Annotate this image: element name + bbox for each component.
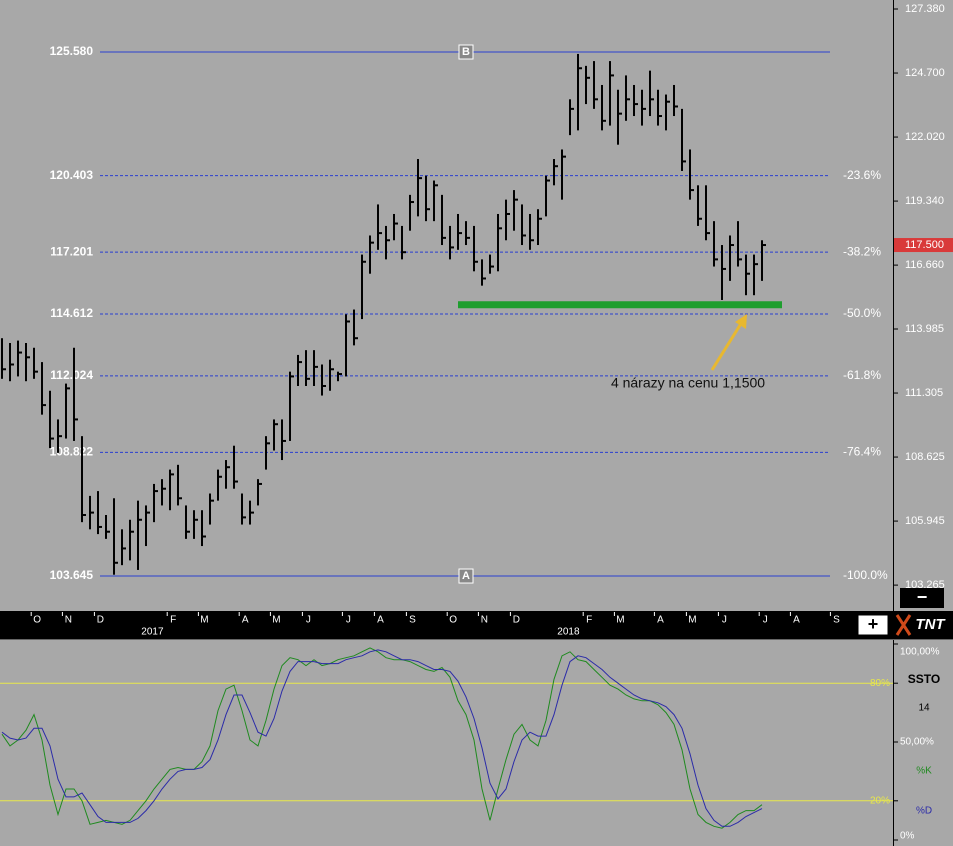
x-tick-label: M (200, 615, 208, 626)
x-tick-label: M (616, 615, 624, 626)
x-tick-label: D (97, 615, 104, 626)
fib-ratio-label: -76.4% (843, 445, 881, 459)
x-tick-label: F (170, 615, 176, 626)
x-tick-label: O (449, 615, 457, 626)
annotation-arrow (710, 321, 744, 371)
y-tick-label: 105.945 (905, 515, 945, 527)
fib-ratio-label: -50.0% (843, 306, 881, 320)
y-tick-label: 116.660 (905, 259, 944, 271)
logo-mark (895, 614, 912, 636)
y-tick-label: 50,00% (900, 737, 934, 748)
time-axis-band (0, 611, 953, 639)
fib-tag: B (462, 46, 470, 58)
fib-ratio-label: -23.6% (843, 168, 881, 182)
x-tick-label: D (513, 615, 520, 626)
x-tick-label: J (346, 615, 351, 626)
x-tick-label: F (586, 615, 592, 626)
last-price-label: 117.500 (905, 239, 944, 251)
x-tick-label: M (272, 615, 280, 626)
last-price-tag (894, 238, 953, 253)
y-tick-label: 119.340 (905, 195, 944, 207)
y-tick-label: 124.700 (905, 67, 945, 79)
y-tick-label: 111.305 (905, 387, 943, 399)
y-tick-label: 20% (870, 795, 890, 806)
fib-value-label: 103.645 (50, 568, 94, 582)
price-panel: 127.380 124.700 122.020 119.340 116.660 113.9… (1, 3, 953, 638)
x-tick-label: A (657, 615, 664, 626)
fib-value-label: 117.201 (50, 244, 93, 258)
x-tick-label: J (306, 615, 311, 626)
legend-entry: %K (916, 766, 932, 777)
annotation-arrowhead (735, 314, 747, 329)
x-tick-label: A (793, 615, 800, 626)
logo: TNT (915, 616, 946, 633)
fib-value-label: 114.612 (50, 306, 93, 320)
fib-ratio-label: -38.2% (843, 244, 881, 258)
x-tick-label: M (688, 615, 696, 626)
stoch-line (1, 647, 763, 829)
y-tick-label: 108.625 (905, 451, 945, 463)
x-tick-label: A (242, 615, 249, 626)
x-tick-label: O (33, 615, 41, 626)
zoom-out-label[interactable]: − (917, 587, 928, 607)
x-tick-label: N (481, 615, 488, 626)
indicator-title: SSTO (908, 672, 940, 686)
x-year-label: 2018 (557, 627, 580, 638)
zoom-in-label[interactable]: + (868, 614, 879, 634)
stoch-panel: 100,00% 80% 50,00% 20% 0% %K %D SSTO 14 (0, 643, 940, 842)
fib-value-label: 112.024 (50, 368, 93, 382)
fib-tag: A (462, 570, 470, 582)
y-tick-label: 113.985 (905, 323, 944, 335)
indicator-period: 14 (918, 703, 930, 714)
legend-entry: %D (916, 806, 932, 817)
fib-tag-box (458, 44, 474, 60)
zoom-in-button[interactable] (857, 614, 889, 636)
y-tick-label: 80% (870, 678, 890, 689)
annotation: 4 nárazy na cenu 1,1500 (611, 375, 765, 391)
x-tick-label: S (833, 615, 840, 626)
x-tick-label: A (377, 615, 384, 626)
y-tick-label: 122.020 (905, 131, 945, 143)
fib-value-label: 125.580 (50, 44, 94, 58)
fib-value-label: 108.822 (50, 445, 94, 459)
x-tick-label: J (763, 615, 768, 626)
x-tick-label: J (722, 615, 727, 626)
zoom-out-button[interactable] (900, 588, 944, 608)
fib-value-label: 120.403 (50, 168, 94, 182)
y-tick-label: 100,00% (900, 647, 940, 658)
x-year-label: 2017 (141, 627, 164, 638)
x-tick-label: S (409, 615, 416, 626)
stoch-line (1, 649, 763, 827)
x-tick-label: N (65, 615, 72, 626)
fib-tag-box (458, 568, 474, 584)
y-tick-label: 127.380 (905, 3, 945, 15)
fib-ratio-label: -100.0% (843, 568, 888, 582)
y-tick-label: 0% (900, 831, 915, 842)
fib-ratio-label: -61.8% (843, 368, 881, 382)
